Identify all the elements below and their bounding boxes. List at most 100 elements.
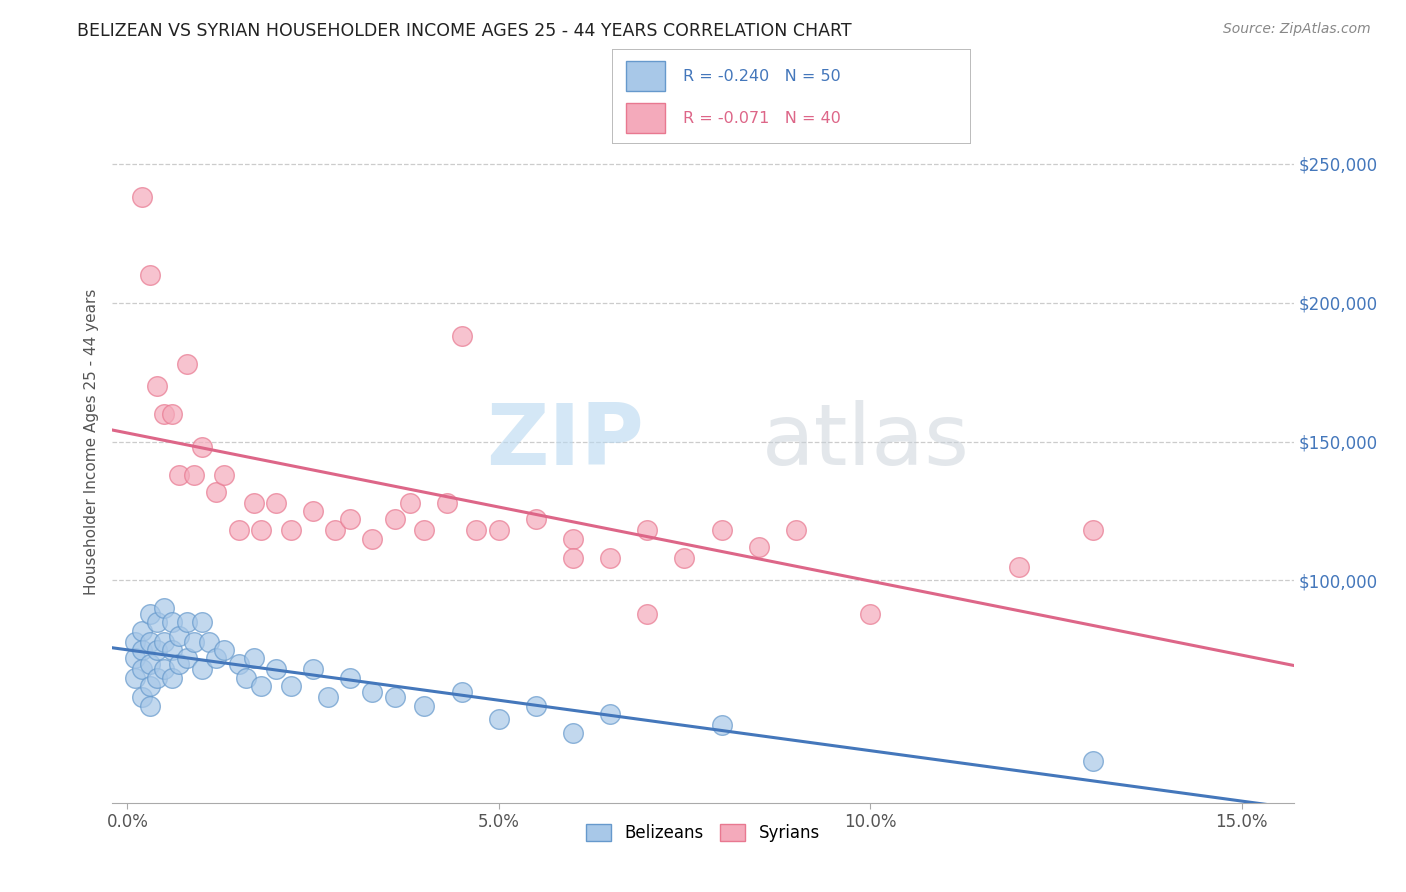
Point xyxy=(710,718,733,732)
Point xyxy=(212,467,235,482)
Point xyxy=(138,679,160,693)
Point xyxy=(183,634,205,648)
Point xyxy=(361,684,384,698)
Point xyxy=(599,551,621,566)
Point xyxy=(176,615,198,630)
Point xyxy=(146,671,169,685)
Point xyxy=(264,496,287,510)
Point xyxy=(176,651,198,665)
Point xyxy=(131,190,153,204)
Point xyxy=(190,662,212,676)
Point xyxy=(235,671,257,685)
Point xyxy=(190,615,212,630)
Point xyxy=(302,504,325,518)
Point xyxy=(250,524,273,538)
Point xyxy=(398,496,420,510)
Point xyxy=(316,690,339,705)
Point xyxy=(450,684,472,698)
Point xyxy=(205,651,228,665)
Bar xyxy=(626,103,665,134)
Point xyxy=(228,657,250,671)
Point xyxy=(146,379,169,393)
Point xyxy=(524,512,547,526)
Point xyxy=(138,634,160,648)
Point xyxy=(465,524,488,538)
Point xyxy=(124,651,146,665)
Point xyxy=(488,713,510,727)
Point xyxy=(169,629,191,643)
Point xyxy=(153,601,176,615)
Point xyxy=(785,524,807,538)
Point xyxy=(488,524,510,538)
Point xyxy=(1008,559,1031,574)
Point xyxy=(131,662,153,676)
Text: R = -0.240   N = 50: R = -0.240 N = 50 xyxy=(683,69,841,84)
Text: BELIZEAN VS SYRIAN HOUSEHOLDER INCOME AGES 25 - 44 YEARS CORRELATION CHART: BELIZEAN VS SYRIAN HOUSEHOLDER INCOME AG… xyxy=(77,22,852,40)
Point xyxy=(160,615,183,630)
Point xyxy=(153,407,176,421)
Point xyxy=(562,726,585,740)
Point xyxy=(636,607,658,621)
Point xyxy=(673,551,696,566)
Point xyxy=(562,551,585,566)
Point xyxy=(153,634,176,648)
Point xyxy=(280,524,302,538)
Point xyxy=(212,643,235,657)
Point xyxy=(302,662,325,676)
Point xyxy=(124,671,146,685)
Point xyxy=(859,607,882,621)
Point xyxy=(160,407,183,421)
Text: R = -0.071   N = 40: R = -0.071 N = 40 xyxy=(683,111,841,126)
Point xyxy=(124,634,146,648)
Point xyxy=(242,651,264,665)
Point xyxy=(160,643,183,657)
Point xyxy=(198,634,221,648)
Point xyxy=(599,706,621,721)
Point xyxy=(190,440,212,454)
Point xyxy=(636,524,658,538)
Text: ZIP: ZIP xyxy=(486,400,644,483)
Legend: Belizeans, Syrians: Belizeans, Syrians xyxy=(579,817,827,848)
Point xyxy=(361,532,384,546)
Point xyxy=(131,643,153,657)
Point xyxy=(323,524,346,538)
Point xyxy=(153,662,176,676)
Point xyxy=(205,484,228,499)
Point xyxy=(384,512,406,526)
Point xyxy=(176,357,198,371)
Point xyxy=(710,524,733,538)
Point xyxy=(250,679,273,693)
Point xyxy=(138,698,160,713)
Point xyxy=(280,679,302,693)
Point xyxy=(138,607,160,621)
Point xyxy=(169,657,191,671)
Point xyxy=(436,496,458,510)
Point xyxy=(131,690,153,705)
Point xyxy=(183,467,205,482)
Point xyxy=(413,698,436,713)
Point xyxy=(384,690,406,705)
Point xyxy=(524,698,547,713)
Text: Source: ZipAtlas.com: Source: ZipAtlas.com xyxy=(1223,22,1371,37)
Point xyxy=(1081,524,1104,538)
Point xyxy=(169,467,191,482)
Point xyxy=(1081,754,1104,768)
Point xyxy=(264,662,287,676)
Point xyxy=(131,624,153,638)
Point xyxy=(242,496,264,510)
Point xyxy=(450,329,472,343)
Point xyxy=(146,643,169,657)
Point xyxy=(413,524,436,538)
Point xyxy=(146,615,169,630)
Point xyxy=(228,524,250,538)
Point xyxy=(562,532,585,546)
Point xyxy=(138,268,160,282)
Point xyxy=(138,657,160,671)
Y-axis label: Householder Income Ages 25 - 44 years: Householder Income Ages 25 - 44 years xyxy=(83,288,98,595)
Point xyxy=(339,671,361,685)
Point xyxy=(160,671,183,685)
Bar xyxy=(626,62,665,91)
Point xyxy=(748,540,770,554)
Text: atlas: atlas xyxy=(762,400,970,483)
Point xyxy=(339,512,361,526)
